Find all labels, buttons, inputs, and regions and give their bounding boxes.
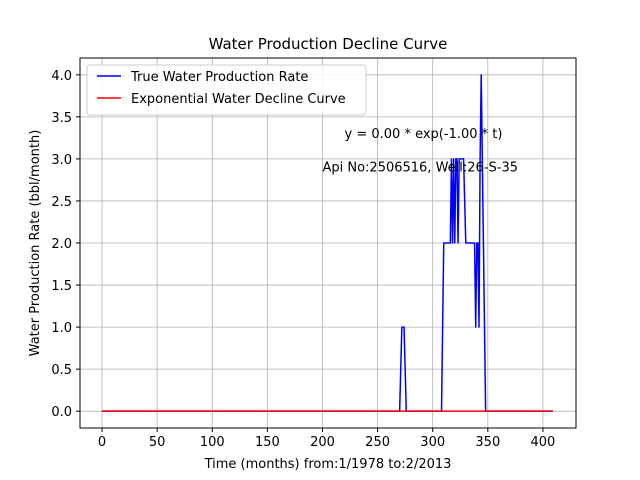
- x-tick-label: 300: [420, 435, 445, 450]
- annotation-text-1: Api No:2506516, Well:26-S-35: [322, 161, 518, 176]
- y-tick-label: 1.5: [51, 279, 72, 294]
- annotations: y = 0.00 * exp(-1.00 * t) Api No:2506516,…: [322, 127, 518, 176]
- x-tick-label: 150: [255, 435, 280, 450]
- y-tick-label: 2.5: [51, 195, 72, 210]
- x-tick-label: 0: [98, 435, 106, 450]
- legend-label-exponential-curve: Exponential Water Decline Curve: [131, 92, 346, 107]
- y-tick-label: 0.0: [51, 405, 72, 420]
- x-tick-label: 50: [149, 435, 166, 450]
- axis-ticks: 0 50 100 150 200 250 300 350 400 0.0 0.5 1.0 1.5 2.0 2…: [51, 69, 555, 450]
- legend-label-true-rate: True Water Production Rate: [130, 70, 308, 85]
- chart-title: Water Production Decline Curve: [209, 35, 448, 53]
- y-tick-label: 1.0: [51, 321, 72, 336]
- x-tick-label: 100: [200, 435, 225, 450]
- legend-box: [86, 64, 367, 116]
- y-tick-label: 3.5: [51, 111, 72, 126]
- y-tick-label: 2.0: [51, 237, 72, 252]
- x-axis-label: Time (months) from:1/1978 to:2/2013: [204, 457, 452, 472]
- series-line-0: [102, 74, 553, 412]
- y-tick-label: 0.5: [51, 363, 72, 378]
- x-tick-label: 350: [475, 435, 500, 450]
- x-tick-label: 400: [531, 435, 556, 450]
- y-tick-label: 4.0: [51, 69, 72, 84]
- annotation-text-0: y = 0.00 * exp(-1.00 * t): [345, 127, 503, 142]
- x-tick-label: 250: [365, 435, 390, 450]
- y-tick-label: 3.0: [51, 153, 72, 168]
- x-tick-label: 200: [310, 435, 335, 450]
- y-axis-label: Water Production Rate (bbl/month): [28, 130, 43, 357]
- plot-lines: [102, 74, 553, 412]
- legend: True Water Production Rate Exponential W…: [86, 64, 367, 116]
